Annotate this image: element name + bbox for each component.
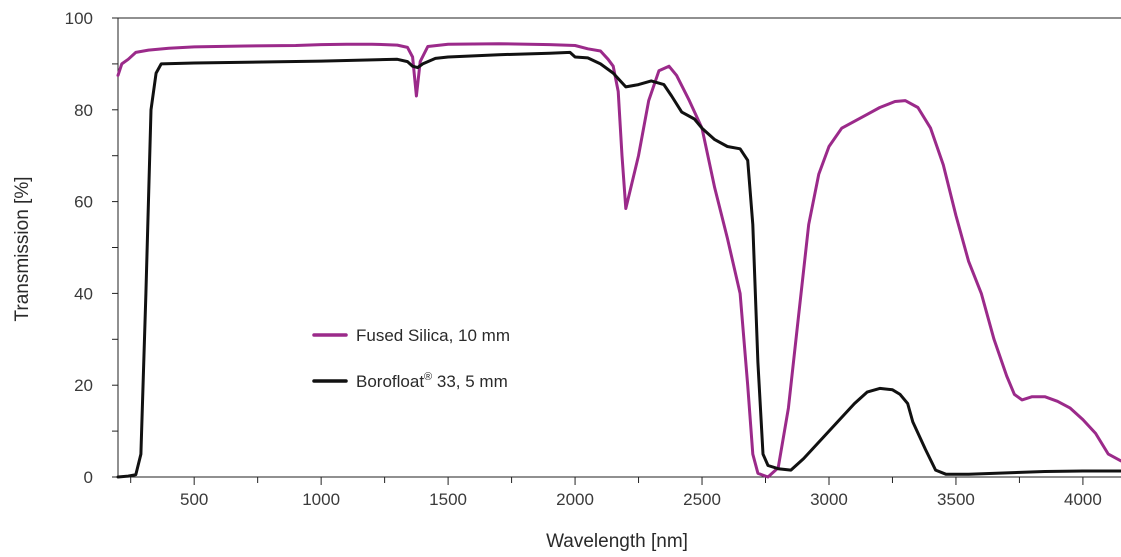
legend-label-borofloat: Borofloat® 33, 5 mm <box>356 371 508 391</box>
axes <box>117 17 1121 478</box>
y-tick-label: 20 <box>74 376 93 395</box>
legend: Fused Silica, 10 mm Borofloat® 33, 5 mm <box>312 326 510 391</box>
y-tick-label: 60 <box>74 193 93 212</box>
x-tick-label: 3500 <box>937 490 975 509</box>
x-axis-title: Wavelength [nm] <box>546 531 688 552</box>
y-axis-title: Transmission [%] <box>12 177 33 322</box>
y-tick-label: 100 <box>65 9 93 28</box>
legend-label-fused-silica: Fused Silica, 10 mm <box>356 326 510 345</box>
x-tick-label: 4000 <box>1064 490 1102 509</box>
series-line-fused-silica <box>116 42 1121 479</box>
x-tick-label: 3000 <box>810 490 848 509</box>
legend-label-borofloat-main: Borofloat <box>356 372 424 391</box>
x-tick-label: 500 <box>180 490 208 509</box>
y-tick-label: 80 <box>74 101 93 120</box>
y-ticks: 0 20 40 60 80 100 <box>65 9 118 487</box>
y-tick-label: 0 <box>84 468 93 487</box>
x-tick-label: 1500 <box>429 490 467 509</box>
series-line-borofloat <box>116 50 1121 479</box>
legend-label-borofloat-tail: 33, 5 mm <box>432 372 508 391</box>
y-tick-label: 40 <box>74 284 93 303</box>
series-layer <box>116 42 1121 479</box>
x-ticks: 500 1000 1500 2000 2500 3000 3500 4000 <box>130 477 1102 509</box>
x-tick-label: 2000 <box>556 490 594 509</box>
x-tick-label: 2500 <box>683 490 721 509</box>
legend-label-borofloat-sup: ® <box>424 371 432 383</box>
x-tick-label: 1000 <box>302 490 340 509</box>
